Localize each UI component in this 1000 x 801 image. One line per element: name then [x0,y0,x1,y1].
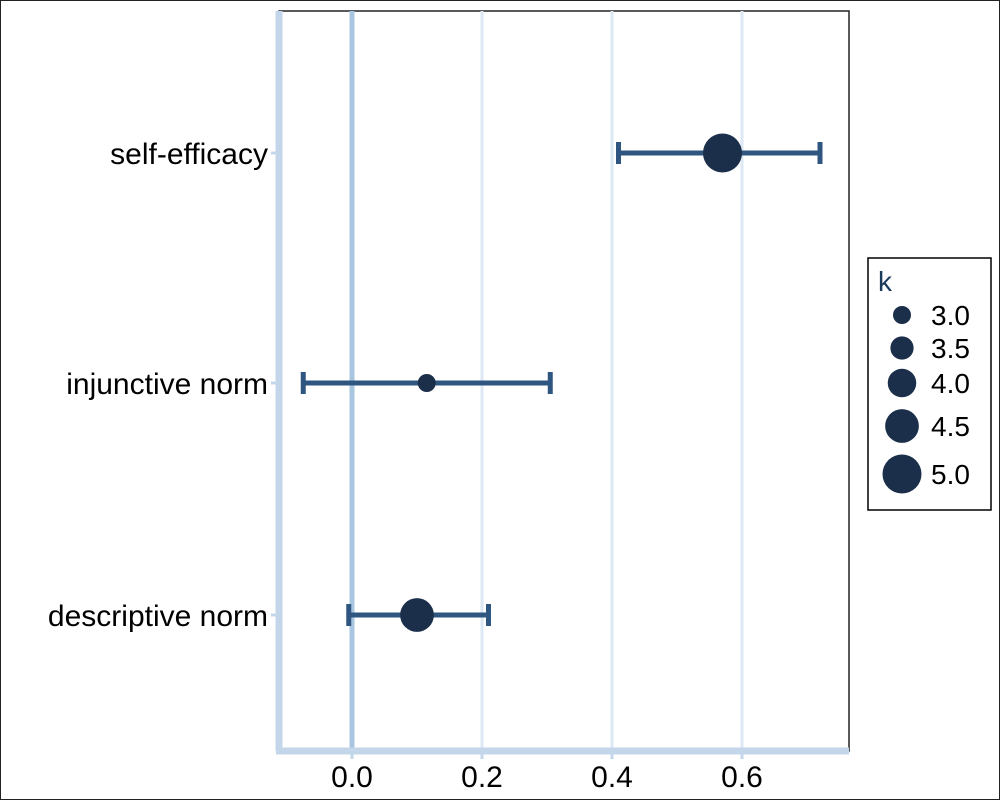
y-tick-label-2: descriptive norm [48,600,268,633]
data-marks [300,133,823,632]
x-tick-labels: 0.0 0.2 0.4 0.6 [331,751,763,794]
x-tick-label-3: 0.6 [721,761,763,794]
legend-key-2 [887,368,917,398]
legend-label-1: 3.5 [931,333,970,364]
legend-label-2: 4.0 [931,368,970,399]
legend-label-3: 4.5 [931,411,970,442]
point-2 [400,598,434,632]
point-1 [417,374,436,392]
legend-key-0 [893,306,911,324]
y-tick-label-1: injunctive norm [66,368,268,401]
legend-label-4: 5.0 [931,459,970,490]
legend-label-0: 3.0 [931,300,970,331]
legend: k 3.03.5 4.0 4.5 5.0 [867,257,992,511]
x-tick-label-1: 0.2 [461,761,503,794]
x-tick-label-0: 0.0 [331,761,373,794]
x-tick-label-2: 0.4 [591,761,633,794]
legend-key-1 [890,336,914,360]
legend-key-4 [882,454,922,494]
legend-title: k [878,266,893,297]
y-tick-label-0: self-efficacy [110,138,268,171]
legend-key-3 [885,409,919,443]
y-tick-labels: self-efficacy injunctive norm descriptive … [48,138,279,633]
point-0 [703,133,742,173]
